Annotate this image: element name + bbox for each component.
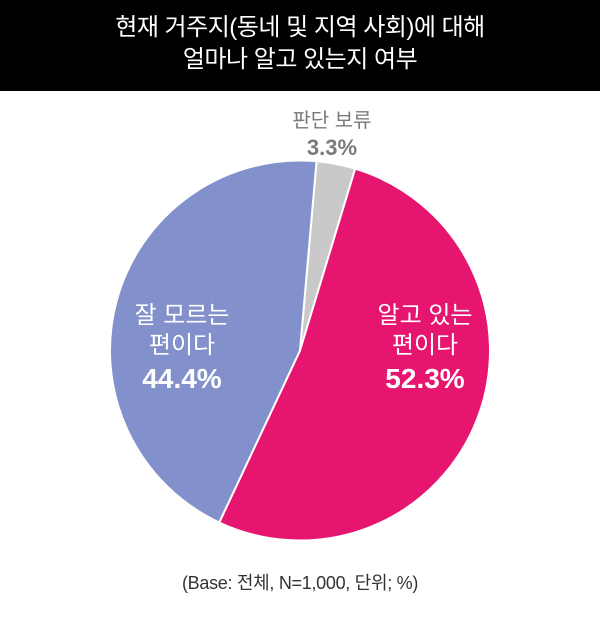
pie-label-percent: 3.3%: [272, 134, 392, 162]
pie-label-text: 판단 보류: [272, 109, 392, 134]
pie-label-text-2: 편이다: [92, 331, 272, 361]
pie-label-text: 잘 모르는: [92, 301, 272, 331]
pie-label-know: 알고 있는편이다52.3%: [335, 301, 515, 396]
pie-chart-area: 판단 보류3.3%알고 있는편이다52.3%잘 모르는편이다44.4%: [0, 91, 600, 561]
chart-title-bar: 현재 거주지(동네 및 지역 사회)에 대해 얼마나 알고 있는지 여부: [0, 0, 600, 91]
pie-label-dont_know: 잘 모르는편이다44.4%: [92, 301, 272, 396]
pie-label-text: 알고 있는: [335, 301, 515, 331]
pie-label-undecided: 판단 보류3.3%: [272, 109, 392, 162]
chart-title-line-1: 현재 거주지(동네 및 지역 사회)에 대해: [10, 12, 590, 44]
pie-label-percent: 52.3%: [335, 361, 515, 396]
chart-footnote: (Base: 전체, N=1,000, 단위; %): [0, 569, 600, 595]
chart-title-line-2: 얼마나 알고 있는지 여부: [10, 44, 590, 76]
pie-label-text-2: 편이다: [335, 331, 515, 361]
pie-label-percent: 44.4%: [92, 361, 272, 396]
